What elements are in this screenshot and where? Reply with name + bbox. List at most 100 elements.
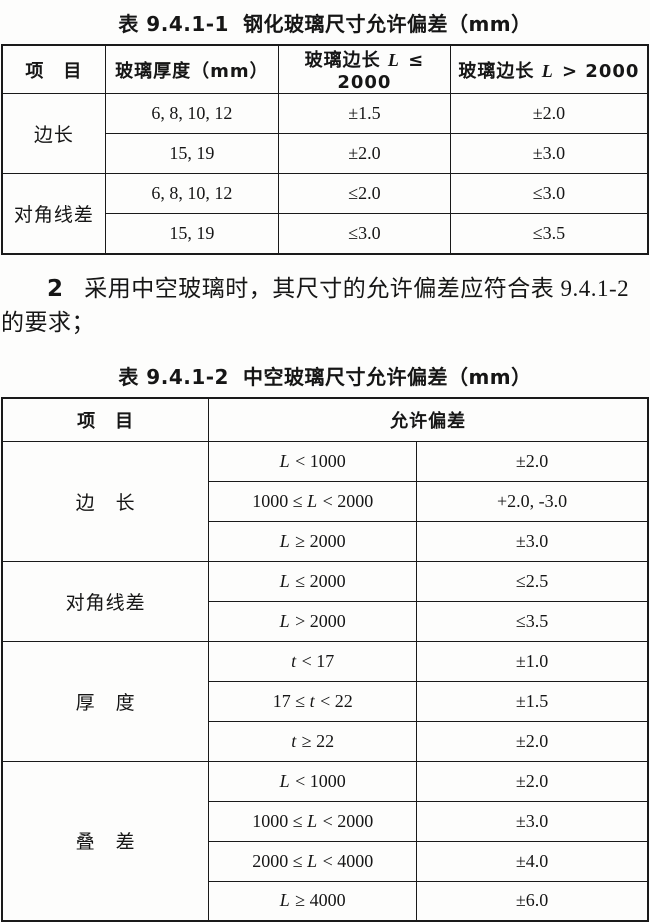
table1-tempered-glass-tolerances: 项 目 玻璃厚度（mm） 玻璃边长 L ≤ 2000 玻璃边长 L > 2000… xyxy=(1,44,649,255)
table1-header-row: 项 目 玻璃厚度（mm） 玻璃边长 L ≤ 2000 玻璃边长 L > 2000 xyxy=(2,45,648,94)
condition-text: ≥ 2000 xyxy=(291,531,346,551)
condition-text: < 22 xyxy=(316,691,353,711)
condition-text: < 1000 xyxy=(291,771,346,791)
table2-title-number: 表 9.4.1-2 xyxy=(118,365,229,389)
table2-header-tolerance: 允许偏差 xyxy=(209,398,648,442)
condition-text: 17 ≤ xyxy=(273,691,310,711)
table-cell-tolerance: ±2.0 xyxy=(417,761,648,801)
table1-header-length-gt-2000: 玻璃边长 L > 2000 xyxy=(450,45,648,94)
paragraph-text: 采用中空玻璃时，其尺寸的允许偏差应符合表 9.4.1-2 xyxy=(84,276,629,301)
condition-text: 2000 ≤ xyxy=(252,851,307,871)
paragraph-line: 的要求； xyxy=(1,306,649,340)
condition-text: < 1000 xyxy=(291,451,346,471)
table-cell-thickness: 6, 8, 10, 12 xyxy=(105,174,278,214)
table-cell-condition: t ≥ 22 xyxy=(209,721,417,761)
table1-title: 表 9.4.1-1 钢化玻璃尺寸允许偏差（mm） xyxy=(1,0,649,37)
table-row: 对角线差 L ≤ 2000 ≤2.5 xyxy=(2,561,648,601)
variable-symbol: L xyxy=(280,890,291,910)
table1-title-number: 表 9.4.1-1 xyxy=(118,12,229,36)
table-cell-tolerance: ≤3.0 xyxy=(278,214,450,254)
table-cell-tolerance: ±2.0 xyxy=(417,721,648,761)
table-cell-tolerance: ≤3.5 xyxy=(450,214,648,254)
condition-text: < 2000 xyxy=(318,491,373,511)
table-row: 边长 6, 8, 10, 12 ±1.5 ±2.0 xyxy=(2,94,648,134)
table2-group-step-difference: 叠 差 xyxy=(2,761,209,921)
variable-symbol: L xyxy=(307,491,318,511)
table-cell-thickness: 15, 19 xyxy=(105,214,278,254)
variable-symbol: L xyxy=(280,611,291,631)
condition-text: > 2000 xyxy=(291,611,346,631)
condition-text: ≥ 4000 xyxy=(291,890,346,910)
table-cell-condition: t < 17 xyxy=(209,641,417,681)
table-cell-tolerance: ±1.5 xyxy=(278,94,450,134)
header-text: 玻璃边长 xyxy=(458,61,541,82)
paragraph-line: 2 采用中空玻璃时，其尺寸的允许偏差应符合表 9.4.1-2 xyxy=(1,272,649,306)
table-cell-tolerance: ≤2.0 xyxy=(278,174,450,214)
table-cell-condition: L ≥ 4000 xyxy=(209,881,417,921)
table1-header-length-le-2000: 玻璃边长 L ≤ 2000 xyxy=(278,45,450,94)
clause-number: 2 xyxy=(47,276,64,302)
table-cell-condition: 1000 ≤ L < 2000 xyxy=(209,801,417,841)
variable-symbol: L xyxy=(388,50,401,70)
variable-symbol: L xyxy=(280,451,291,471)
table-cell-condition: 2000 ≤ L < 4000 xyxy=(209,841,417,881)
condition-text: < 17 xyxy=(297,651,334,671)
table-cell-tolerance: ≤2.5 xyxy=(417,561,648,601)
variable-symbol: L xyxy=(280,571,291,591)
table-cell-tolerance: ±4.0 xyxy=(417,841,648,881)
table2-group-thickness: 厚 度 xyxy=(2,641,209,761)
table-cell-tolerance: ±3.0 xyxy=(417,521,648,561)
table-cell-tolerance: ≤3.0 xyxy=(450,174,648,214)
table-row: 厚 度 t < 17 ±1.0 xyxy=(2,641,648,681)
header-text: > 2000 xyxy=(555,61,640,82)
table2-title-text: 中空玻璃尺寸允许偏差（mm） xyxy=(243,365,532,389)
table1-header-item: 项 目 xyxy=(2,45,105,94)
table2-title: 表 9.4.1-2 中空玻璃尺寸允许偏差（mm） xyxy=(1,353,649,390)
table-row: 叠 差 L < 1000 ±2.0 xyxy=(2,761,648,801)
condition-text: 1000 ≤ xyxy=(252,811,307,831)
table-cell-tolerance: ±6.0 xyxy=(417,881,648,921)
table-row: 对角线差 6, 8, 10, 12 ≤2.0 ≤3.0 xyxy=(2,174,648,214)
clause-paragraph: 2 采用中空玻璃时，其尺寸的允许偏差应符合表 9.4.1-2 的要求； xyxy=(1,272,649,340)
table2-group-diagonal-difference: 对角线差 xyxy=(2,561,209,641)
condition-text: ≤ 2000 xyxy=(291,571,346,591)
table2-group-side-length: 边 长 xyxy=(2,441,209,561)
variable-symbol: L xyxy=(280,771,291,791)
table1-group-side-length: 边长 xyxy=(2,94,105,174)
table-cell-tolerance: +2.0, -3.0 xyxy=(417,481,648,521)
table-cell-tolerance: ±1.5 xyxy=(417,681,648,721)
table1-title-text: 钢化玻璃尺寸允许偏差（mm） xyxy=(243,12,532,36)
table-cell-condition: 17 ≤ t < 22 xyxy=(209,681,417,721)
table-cell-thickness: 15, 19 xyxy=(105,134,278,174)
table-cell-thickness: 6, 8, 10, 12 xyxy=(105,94,278,134)
variable-symbol: L xyxy=(280,531,291,551)
variable-symbol: L xyxy=(542,61,555,81)
header-text: 玻璃边长 xyxy=(305,50,388,71)
condition-text: < 4000 xyxy=(318,851,373,871)
table-cell-tolerance: ±2.0 xyxy=(278,134,450,174)
table-cell-tolerance: ±3.0 xyxy=(417,801,648,841)
table-cell-tolerance: ≤3.5 xyxy=(417,601,648,641)
table-cell-condition: 1000 ≤ L < 2000 xyxy=(209,481,417,521)
table1-group-diagonal-difference: 对角线差 xyxy=(2,174,105,254)
condition-text: 1000 ≤ xyxy=(252,491,307,511)
table-cell-tolerance: ±1.0 xyxy=(417,641,648,681)
table-row: 边 长 L < 1000 ±2.0 xyxy=(2,441,648,481)
table-cell-condition: L ≤ 2000 xyxy=(209,561,417,601)
table-cell-tolerance: ±2.0 xyxy=(417,441,648,481)
table-cell-condition: L ≥ 2000 xyxy=(209,521,417,561)
table2-insulating-glass-tolerances: 项 目 允许偏差 边 长 L < 1000 ±2.0 1000 ≤ L < 20… xyxy=(1,397,649,922)
table-cell-tolerance: ±2.0 xyxy=(450,94,648,134)
condition-text: ≥ 22 xyxy=(297,731,334,751)
variable-symbol: L xyxy=(307,811,318,831)
condition-text: < 2000 xyxy=(318,811,373,831)
variable-symbol: L xyxy=(307,851,318,871)
table-cell-condition: L < 1000 xyxy=(209,761,417,801)
table1-header-thickness: 玻璃厚度（mm） xyxy=(105,45,278,94)
table2-header-item: 项 目 xyxy=(2,398,209,442)
table2-header-row: 项 目 允许偏差 xyxy=(2,398,648,442)
table-cell-condition: L > 2000 xyxy=(209,601,417,641)
table-cell-tolerance: ±3.0 xyxy=(450,134,648,174)
table-cell-condition: L < 1000 xyxy=(209,441,417,481)
